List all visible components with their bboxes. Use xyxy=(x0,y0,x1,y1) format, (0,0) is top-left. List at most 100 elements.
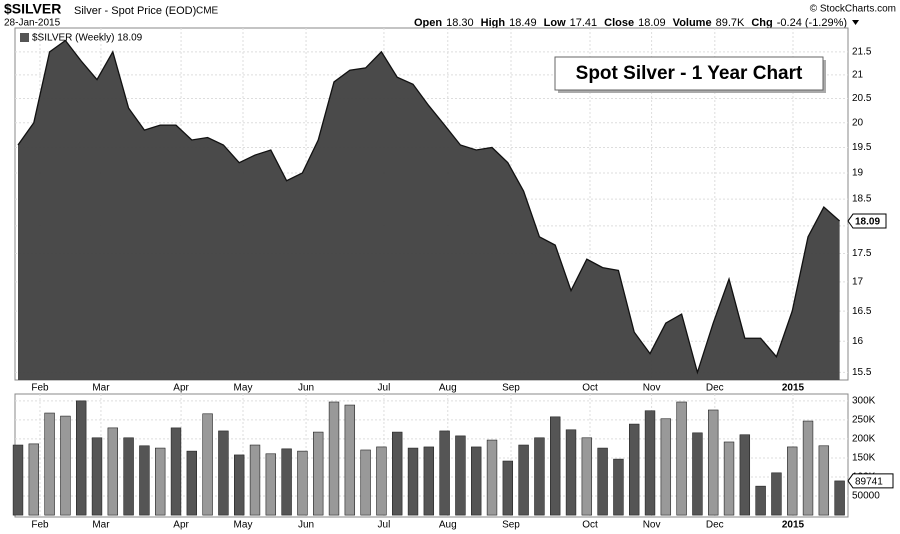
y-tick-label: 200K xyxy=(852,434,876,445)
y-tick-label: 21 xyxy=(852,70,864,81)
volume-bar xyxy=(202,413,213,516)
copyright: © StockCharts.com xyxy=(810,4,896,15)
volume-bar xyxy=(644,410,656,516)
x-tick-label: Feb xyxy=(31,520,49,531)
volume-bar xyxy=(218,430,229,516)
y-tick-label: 18.5 xyxy=(852,194,872,205)
x-tick-label: May xyxy=(234,383,253,394)
volume-bar xyxy=(518,444,529,516)
volume-bar xyxy=(581,437,593,516)
volume-bar xyxy=(234,454,245,516)
volume-bar xyxy=(91,437,103,516)
x-tick-label: Aug xyxy=(439,383,457,394)
quote: Open 18.30 High 18.49 Low 17.41 Close 18.09 Volu… xyxy=(414,17,860,29)
volume-bar xyxy=(297,450,308,516)
volume-bar xyxy=(565,429,577,516)
x-tick-label: Nov xyxy=(643,383,661,394)
volume-bar xyxy=(692,432,703,516)
x-tick-label: Apr xyxy=(173,520,189,531)
quote-label: High xyxy=(481,17,506,29)
x-tick-label: 2015 xyxy=(782,383,805,394)
y-tick-label: 17.5 xyxy=(852,248,872,259)
volume-bar xyxy=(739,434,751,516)
volume-bar xyxy=(12,444,24,516)
annotation: Spot Silver - 1 Year Chart xyxy=(576,63,803,84)
x-tick-label: Feb xyxy=(31,383,49,394)
volume-bar xyxy=(723,441,735,516)
y-tick-label: 15.5 xyxy=(852,367,872,378)
quote-label: Volume xyxy=(673,17,712,29)
x-tick-label: Mar xyxy=(92,520,110,531)
y-tick-label: 16.5 xyxy=(852,306,872,317)
symbol: $SILVER xyxy=(4,1,61,17)
x-tick-label: Oct xyxy=(582,520,598,531)
y-tick-label: 16 xyxy=(852,336,864,347)
volume-bar xyxy=(344,404,356,516)
volume-bar xyxy=(328,401,340,516)
volume-bar xyxy=(376,446,387,516)
volume-bar xyxy=(281,448,292,516)
y-tick-label: 20.5 xyxy=(852,93,872,104)
menu-arrow xyxy=(852,20,860,25)
x-tick-label: Jun xyxy=(298,520,314,531)
volume-bar xyxy=(360,449,371,516)
volume-bar xyxy=(107,427,119,516)
volume-bar xyxy=(613,458,624,516)
volume-bar xyxy=(170,427,182,516)
volume-bar xyxy=(486,439,498,516)
volume-bar xyxy=(708,409,719,516)
y-tick-label: 150K xyxy=(852,453,876,464)
volume-bar xyxy=(534,437,545,516)
volume-bar xyxy=(787,446,798,516)
x-tick-label: Apr xyxy=(173,383,189,394)
description: Silver - Spot Price (EOD) xyxy=(74,5,196,17)
y-tick-label: 19 xyxy=(852,168,864,179)
quote-value: 18.09 xyxy=(638,17,666,29)
volume-bar xyxy=(660,418,672,516)
volume-bar xyxy=(76,400,87,516)
quote-label: Low xyxy=(544,17,566,29)
y-tick-label: 50000 xyxy=(852,491,880,502)
last-value: 89741 xyxy=(855,477,883,488)
legend: $SILVER (Weekly) 18.09 xyxy=(32,33,143,44)
y-tick-label: 20 xyxy=(852,117,864,128)
y-tick-label: 19.5 xyxy=(852,142,872,153)
volume-bar xyxy=(186,450,198,516)
quote-label: Open xyxy=(414,17,442,29)
quote-label: Chg xyxy=(751,17,772,29)
volume-bar xyxy=(155,447,166,516)
y-tick-label: 21.5 xyxy=(852,46,872,57)
annotation-box xyxy=(554,56,824,91)
x-tick-label: 2015 xyxy=(782,520,805,531)
x-tick-label: Mar xyxy=(92,383,110,394)
volume-bar xyxy=(502,460,514,516)
volume-bar xyxy=(818,445,830,516)
x-tick-label: Jul xyxy=(378,520,391,531)
price-area xyxy=(18,40,840,381)
x-tick-label: Sep xyxy=(502,520,520,531)
x-tick-label: Sep xyxy=(502,383,520,394)
x-tick-label: Jul xyxy=(378,383,391,394)
plot-layer: 15.51616.51717.51818.51919.52020.52121.5… xyxy=(12,28,894,531)
volume-bar xyxy=(676,401,687,516)
x-tick-label: Dec xyxy=(706,383,724,394)
volume-bar xyxy=(407,447,419,516)
last-value: 18.09 xyxy=(855,217,880,228)
volume-bar xyxy=(139,445,150,516)
volume-bar xyxy=(123,437,134,516)
y-tick-label: 17 xyxy=(852,277,864,288)
volume-bar xyxy=(550,416,561,516)
volume-bar xyxy=(439,430,450,516)
volume-bar xyxy=(629,423,640,516)
volume-bar xyxy=(471,446,482,516)
y-tick-label: 250K xyxy=(852,415,876,426)
quote-value: 89.7K xyxy=(716,17,745,29)
y-tick-label: 300K xyxy=(852,395,876,406)
x-tick-label: Aug xyxy=(439,520,457,531)
legend-icon xyxy=(20,33,29,42)
quote-label: Close xyxy=(604,17,634,29)
volume-bar xyxy=(265,453,277,516)
volume-bar xyxy=(597,447,608,516)
volume-bar xyxy=(455,435,466,516)
